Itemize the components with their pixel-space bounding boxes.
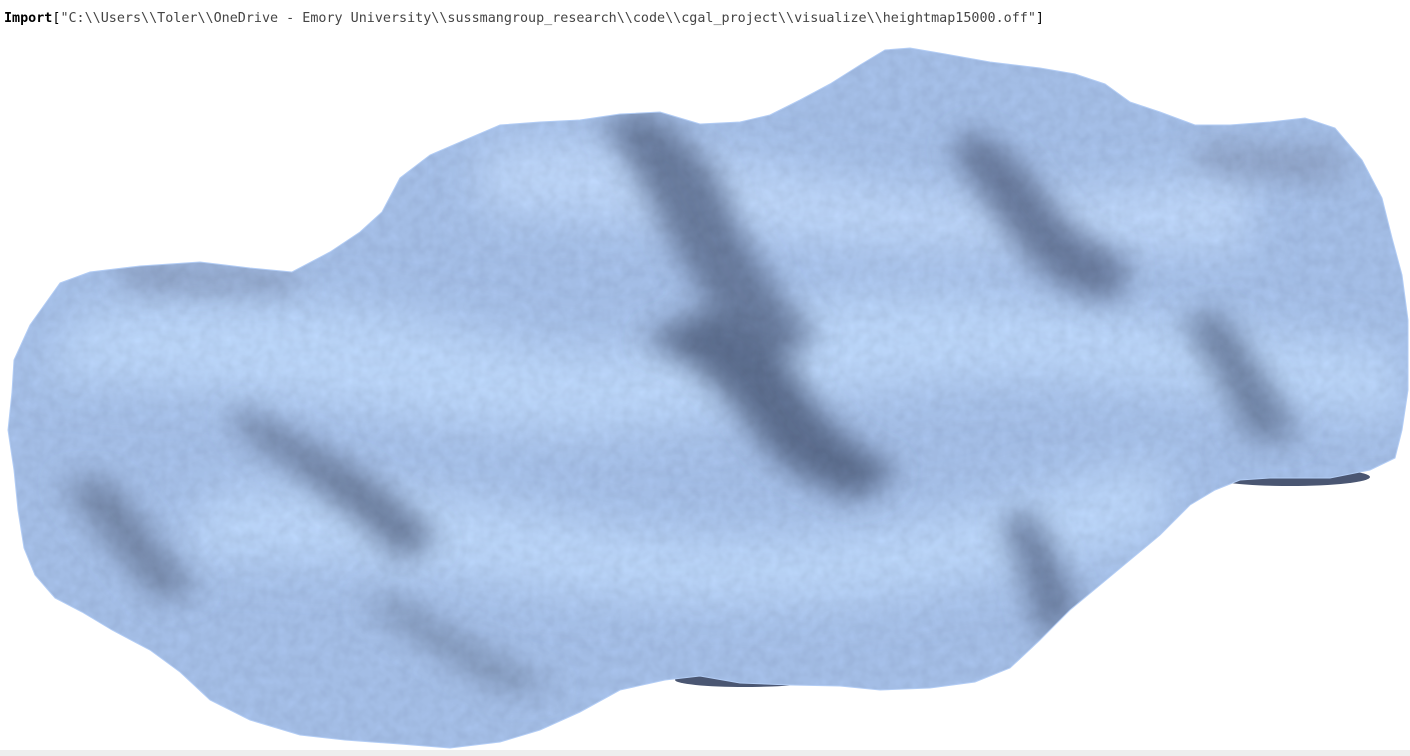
input-cell[interactable]: Import["C:\\Users\\Toler\\OneDrive - Emo… — [4, 10, 1044, 28]
mesh-graphics-output[interactable] — [0, 40, 1410, 750]
open-bracket: [ — [52, 11, 61, 26]
function-name: Import — [4, 11, 53, 26]
close-bracket: ] — [1035, 11, 1044, 26]
mesh-surface — [7, 47, 1409, 749]
file-path-string: "C:\\Users\\Toler\\OneDrive - Emory Univ… — [60, 11, 1036, 26]
notebook-bottom-strip — [0, 750, 1410, 756]
